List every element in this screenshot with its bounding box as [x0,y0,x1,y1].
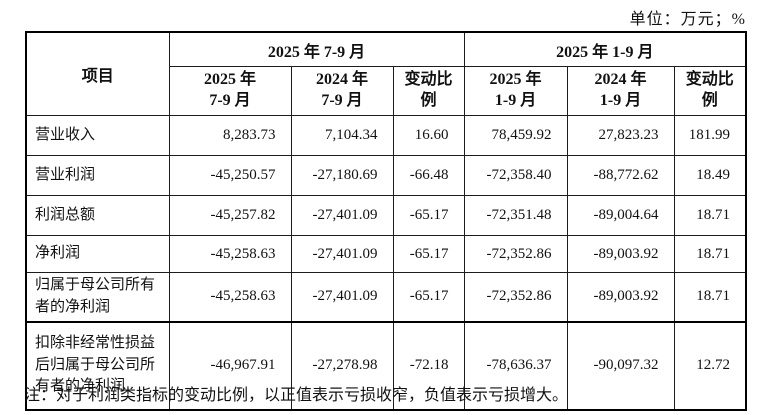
column-header-change-ytd: 变动比 例 [673,66,747,116]
cell-value: -45,250.57 [168,155,292,196]
cell-value: 18.49 [673,155,747,196]
column-header-change-q3: 变动比 例 [392,66,465,116]
cell-value: 18.71 [673,235,747,273]
column-group-ytd: 2025 年 1-9 月 [463,31,747,67]
cell-value: -27,278.98 [290,320,394,410]
cell-value: 18.71 [673,272,747,322]
column-group-q3: 2025 年 7-9 月 [168,31,465,67]
cell-value: -27,401.09 [290,195,394,236]
cell-value: -89,003.92 [566,272,675,322]
cell-value: -45,257.82 [168,195,292,236]
column-header-2025-ytd: 2025 年 1-9 月 [463,66,568,116]
column-header-2024-ytd: 2024 年 1-9 月 [566,66,675,116]
cell-value: -65.17 [392,235,465,273]
footnote: 注：对于利润类指标的变动比例，以正值表示亏损收窄，负值表示亏损增大。 [24,387,569,404]
cell-value: -88,772.62 [566,155,675,196]
cell-value: 181.99 [673,115,747,156]
table-row-operating-profit: 营业利润 -45,250.57 -27,180.69 -66.48 -72,35… [25,155,747,196]
cell-value: -27,180.69 [290,155,394,196]
column-header-2024-q3: 2024 年 7-9 月 [290,66,394,116]
row-label: 净利润 [25,235,170,273]
cell-value: -72,358.40 [463,155,568,196]
cell-value: -90,097.32 [566,320,675,410]
column-header-2025-q3: 2025 年 7-9 月 [168,66,292,116]
cell-value: 12.72 [673,320,747,410]
cell-value: -27,401.09 [290,235,394,273]
cell-value: -27,401.09 [290,272,394,322]
unit-label: 单位：万元；% [629,11,746,28]
cell-value: 78,459.92 [463,115,568,156]
column-header-item: 项目 [25,31,170,116]
table-row-revenue: 营业收入 8,283.73 7,104.34 16.60 78,459.92 2… [25,115,747,156]
cell-value: -65.17 [392,272,465,322]
cell-value: -45,258.63 [168,235,292,273]
table-row-net-profit: 净利润 -45,258.63 -27,401.09 -65.17 -72,352… [25,235,747,273]
cell-value: 7,104.34 [290,115,394,156]
table-row-net-profit-parent: 归属于母公司所有者的净利润 -45,258.63 -27,401.09 -65.… [25,272,747,322]
header-group-row: 项目 2025 年 7-9 月 2025 年 1-9 月 [25,31,747,116]
cell-value: -65.17 [392,195,465,236]
cell-value: -46,967.91 [168,320,292,410]
cell-value: 8,283.73 [168,115,292,156]
cell-value: -89,004.64 [566,195,675,236]
cell-value: 27,823.23 [566,115,675,156]
cell-value: 16.60 [392,115,465,156]
cell-value: -72,352.86 [463,235,568,273]
row-label: 营业收入 [25,115,170,156]
cell-value: 18.71 [673,195,747,236]
table-row-net-profit-parent-excl-nonrecurring: 扣除非经常性损益后归属于母公司所有者的净利润 -46,967.91 -27,27… [25,320,747,410]
row-label: 归属于母公司所有者的净利润 [25,272,170,322]
cell-value: -45,258.63 [168,272,292,322]
cell-value: -72,352.86 [463,272,568,322]
cell-value: -72.18 [392,320,465,410]
table-row-total-profit: 利润总额 -45,257.82 -27,401.09 -65.17 -72,35… [25,195,747,236]
row-label: 利润总额 [25,195,170,236]
cell-value: -72,351.48 [463,195,568,236]
cell-value: -78,636.37 [463,320,568,410]
financial-comparison-table: 项目 2025 年 7-9 月 2025 年 1-9 月 2025 年 7-9 … [25,31,748,411]
row-label: 扣除非经常性损益后归属于母公司所有者的净利润 [25,320,170,410]
cell-value: -89,003.92 [566,235,675,273]
cell-value: -66.48 [392,155,465,196]
row-label: 营业利润 [25,155,170,196]
